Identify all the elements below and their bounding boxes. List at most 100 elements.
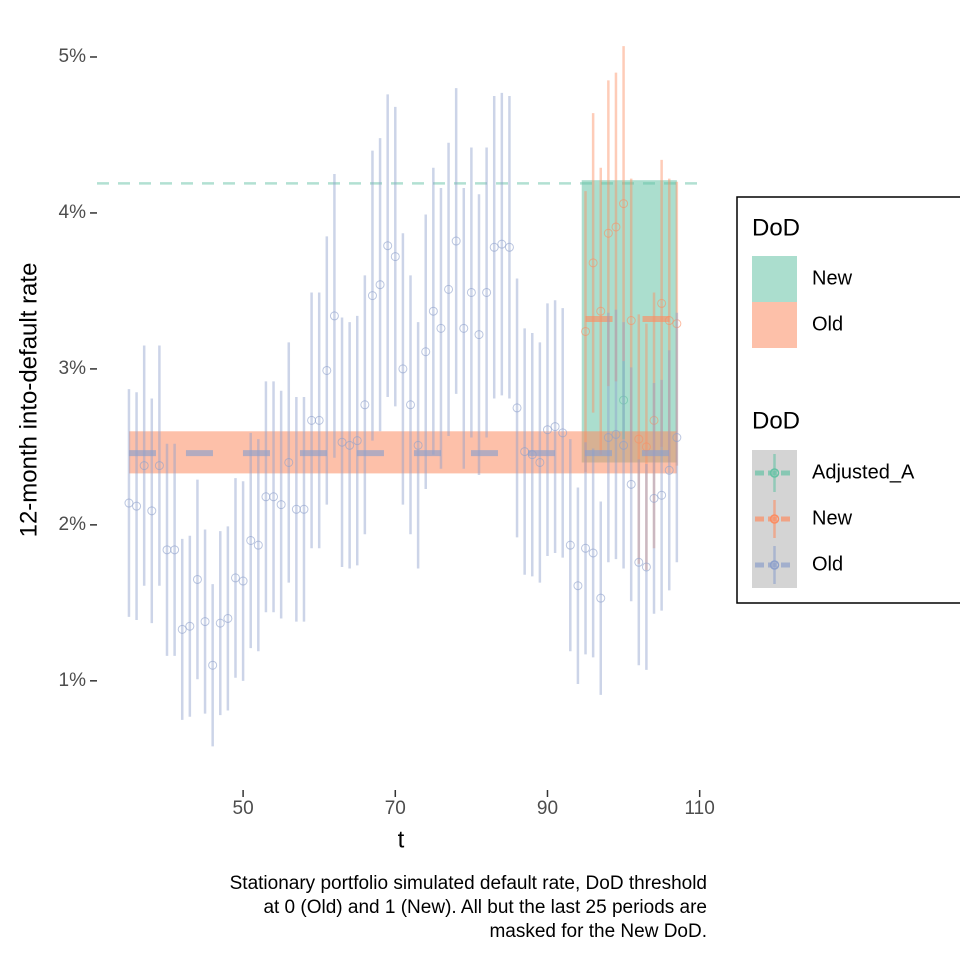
- point: [581, 543, 591, 553]
- plot-area: [97, 46, 705, 747]
- legend-title: DoD: [752, 407, 800, 434]
- point: [246, 535, 256, 545]
- legend-label: Old: [812, 553, 843, 575]
- point: [421, 347, 431, 357]
- point: [626, 479, 636, 489]
- legend-label: New: [812, 267, 853, 289]
- point: [672, 319, 682, 329]
- point: [177, 624, 187, 634]
- point: [436, 323, 446, 333]
- caption: Stationary portfolio simulated default r…: [230, 873, 707, 894]
- point: [596, 593, 606, 603]
- point: [314, 415, 324, 425]
- point: [474, 330, 484, 340]
- point: [352, 436, 362, 446]
- point: [504, 242, 514, 252]
- point: [322, 365, 332, 375]
- point: [139, 461, 149, 471]
- legend-key: [769, 560, 780, 570]
- point: [398, 364, 408, 374]
- caption: masked for the New DoD.: [489, 921, 707, 942]
- point: [603, 228, 613, 238]
- point: [428, 306, 438, 316]
- point: [345, 440, 355, 450]
- legend-label: Adjusted_A: [812, 461, 915, 483]
- x-axis-title: t: [398, 826, 405, 853]
- point: [375, 280, 385, 290]
- point: [611, 222, 621, 232]
- point: [284, 457, 294, 467]
- point: [200, 617, 210, 627]
- point: [626, 316, 636, 326]
- point: [535, 457, 545, 467]
- point: [611, 429, 621, 439]
- point: [512, 403, 522, 413]
- legend-key: [769, 514, 780, 524]
- point: [558, 428, 568, 438]
- point: [573, 581, 583, 591]
- point: [329, 311, 339, 321]
- point: [649, 493, 659, 503]
- point: [390, 252, 400, 262]
- legend-key: [769, 468, 780, 478]
- point: [672, 433, 682, 443]
- point: [238, 576, 248, 586]
- point: [603, 433, 613, 443]
- point: [413, 440, 423, 450]
- point: [360, 400, 370, 410]
- point: [489, 242, 499, 252]
- point: [542, 425, 552, 435]
- legend-label: Old: [812, 313, 843, 335]
- point: [581, 326, 591, 336]
- point: [619, 440, 629, 450]
- x-tick-label: 90: [537, 798, 558, 819]
- point: [459, 323, 469, 333]
- point: [657, 490, 667, 500]
- point: [619, 199, 629, 209]
- point: [230, 573, 240, 583]
- point: [619, 395, 629, 405]
- point: [124, 498, 134, 508]
- point: [299, 504, 309, 514]
- point: [664, 465, 674, 475]
- x-tick-label: 70: [385, 798, 406, 819]
- point: [634, 434, 644, 444]
- point: [154, 461, 164, 471]
- point: [253, 540, 263, 550]
- point: [276, 500, 286, 510]
- y-tick-label: 4%: [59, 202, 87, 223]
- y-tick-label: 3%: [59, 358, 87, 379]
- point: [147, 506, 157, 516]
- point: [337, 437, 347, 447]
- point: [466, 287, 476, 297]
- point: [192, 574, 202, 584]
- point: [550, 422, 560, 432]
- point: [383, 241, 393, 251]
- point: [215, 618, 225, 628]
- x-tick-label: 110: [685, 798, 715, 819]
- legend-key: [752, 302, 797, 348]
- point: [649, 415, 659, 425]
- y-axis-title: 12-month into-default rate: [15, 263, 42, 538]
- point: [406, 400, 416, 410]
- x-tick-label: 50: [233, 798, 254, 819]
- legend-key: [752, 256, 797, 302]
- y-tick-label: 1%: [59, 670, 87, 691]
- point: [185, 621, 195, 631]
- point: [367, 291, 377, 301]
- y-tick-label: 2%: [59, 514, 87, 535]
- point: [565, 540, 575, 550]
- point: [634, 557, 644, 567]
- point: [588, 258, 598, 268]
- point: [451, 236, 461, 246]
- legend-label: New: [812, 507, 853, 529]
- y-tick-label: 5%: [59, 46, 87, 67]
- point: [208, 660, 218, 670]
- point: [596, 306, 606, 316]
- caption: at 0 (Old) and 1 (New). All but the last…: [263, 897, 707, 918]
- point: [641, 562, 651, 572]
- point: [482, 287, 492, 297]
- point: [132, 501, 142, 511]
- point: [657, 298, 667, 308]
